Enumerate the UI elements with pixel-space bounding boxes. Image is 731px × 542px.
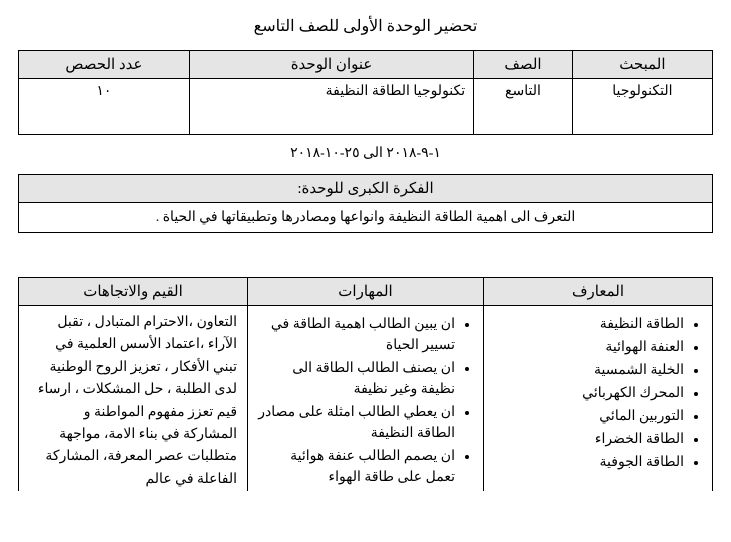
cell-subject: التكنولوجيا [572, 79, 712, 135]
skills-list: ان يبين الطالب اهمية الطاقة في تسيير الح… [258, 314, 473, 488]
big-idea-table: الفكرة الكبرى للوحدة: التعرف الى اهمية ا… [18, 174, 713, 233]
col-unit-title: عنوان الوحدة [189, 51, 473, 79]
values-cell: التعاون ،الاحترام المتبادل ، تقبل الآراء… [19, 306, 248, 492]
header-table: المبحث الصف عنوان الوحدة عدد الحصص التكن… [18, 50, 713, 135]
spacer [18, 243, 713, 277]
list-item: المحرك الكهربائي [494, 383, 684, 404]
page-title: تحضير الوحدة الأولى للصف التاسع [18, 16, 713, 36]
big-idea-text: التعرف الى اهمية الطاقة النظيفة وانواعها… [19, 203, 713, 233]
list-item: التوربين المائي [494, 406, 684, 427]
list-item: الطاقة الجوفية [494, 452, 684, 473]
list-item: الطاقة النظيفة [494, 314, 684, 335]
list-item: ان يبين الطالب اهمية الطاقة في تسيير الح… [258, 314, 455, 356]
date-range: ١-٩-٢٠١٨ الى ٢٥-١٠-٢٠١٨ [18, 145, 713, 162]
matrix-table: المعارف المهارات القيم والاتجاهات الطاقة… [18, 277, 713, 491]
cell-lessons: ١٠ [19, 79, 190, 135]
list-item: الخلية الشمسية [494, 360, 684, 381]
list-item: العنفة الهوائية [494, 337, 684, 358]
col-subject: المبحث [572, 51, 712, 79]
skills-cell: ان يبين الطالب اهمية الطاقة في تسيير الح… [248, 306, 484, 492]
knowledge-cell: الطاقة النظيفةالعنفة الهوائيةالخلية الشم… [483, 306, 712, 492]
list-item: ان يصمم الطالب عنفة هوائية تعمل على طاقة… [258, 446, 455, 488]
cell-unit-title: تكنولوجيا الطاقة النظيفة [189, 79, 473, 135]
col-knowledge: المعارف [483, 278, 712, 306]
knowledge-list: الطاقة النظيفةالعنفة الهوائيةالخلية الشم… [494, 314, 702, 473]
col-grade: الصف [474, 51, 573, 79]
col-skills: المهارات [248, 278, 484, 306]
cell-grade: التاسع [474, 79, 573, 135]
big-idea-label: الفكرة الكبرى للوحدة: [19, 175, 713, 203]
list-item: الطاقة الخضراء [494, 429, 684, 450]
col-values: القيم والاتجاهات [19, 278, 248, 306]
list-item: ان يصنف الطالب الطاقة الى نظيفة وغير نظي… [258, 358, 455, 400]
col-lessons: عدد الحصص [19, 51, 190, 79]
list-item: ان يعطي الطالب امثلة على مصادر الطاقة ال… [258, 402, 455, 444]
